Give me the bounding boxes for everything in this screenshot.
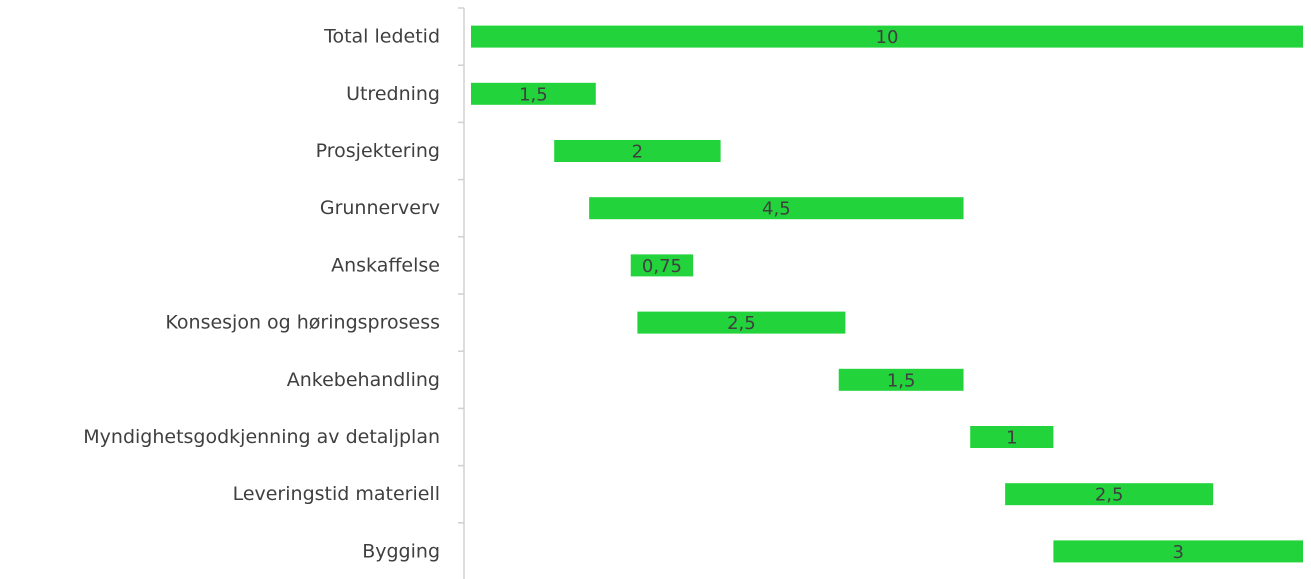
bar	[471, 25, 1303, 48]
bar	[589, 197, 964, 220]
category-label: Prosjektering	[316, 140, 440, 162]
data-label: 0,75	[642, 256, 682, 277]
category-label: Ankebehandling	[287, 369, 440, 391]
data-label: 1,5	[887, 370, 916, 391]
data-label: 2	[632, 142, 643, 163]
bar	[970, 426, 1054, 448]
data-label: 3	[1172, 542, 1183, 563]
category-label: Grunnerverv	[320, 197, 440, 219]
bar	[554, 140, 721, 162]
category-label: Bygging	[362, 540, 440, 562]
data-label: 4,5	[762, 199, 791, 220]
category-label: Leveringstid materiell	[233, 483, 440, 505]
bar	[630, 254, 694, 277]
category-label: Total ledetid	[323, 26, 440, 48]
data-label: 2,5	[1095, 485, 1124, 506]
category-label: Anskaffelse	[331, 254, 440, 276]
bar	[471, 82, 596, 105]
category-label: Myndighetsgodkjenning av detaljplan	[83, 426, 440, 448]
category-label: Utredning	[346, 83, 440, 105]
bar	[838, 368, 964, 391]
bar	[1005, 483, 1214, 506]
data-label: 1	[1006, 428, 1017, 449]
bar	[1053, 540, 1303, 563]
data-label: 10	[876, 27, 899, 48]
category-label: Konsesjon og høringsprosess	[165, 312, 440, 334]
data-label: 1,5	[519, 84, 548, 105]
bar	[637, 311, 846, 334]
data-label: 2,5	[727, 313, 756, 334]
